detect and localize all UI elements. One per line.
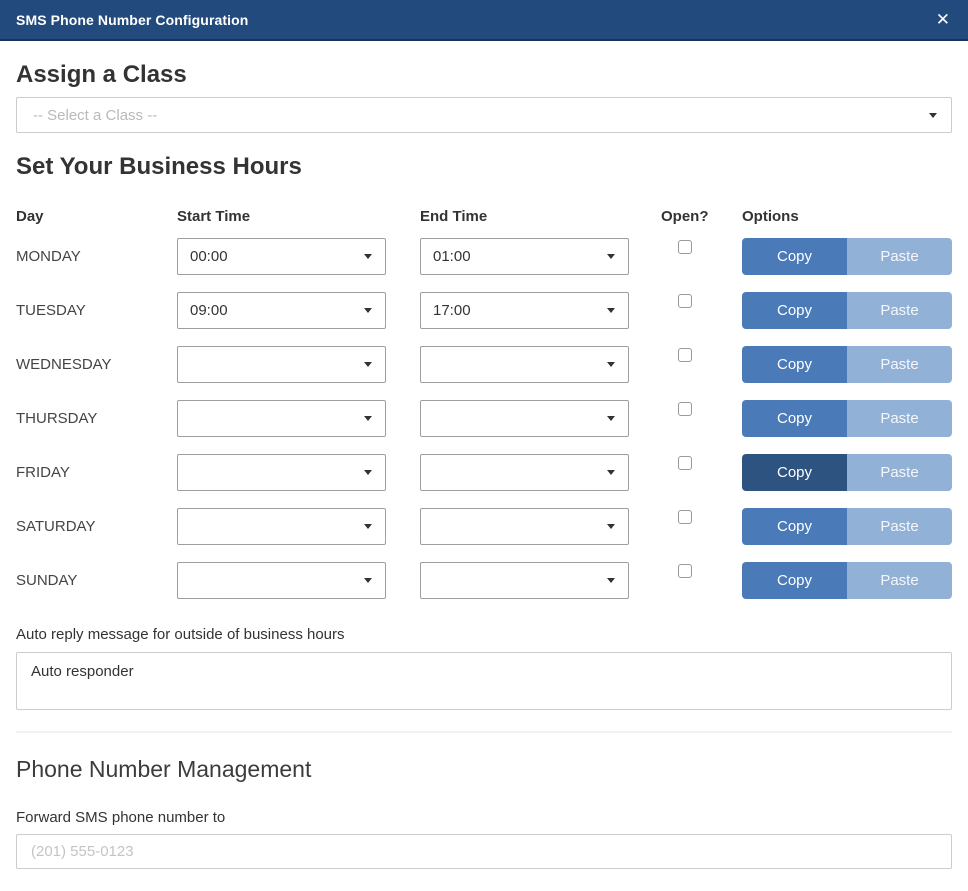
class-select[interactable]: -- Select a Class -- bbox=[16, 97, 952, 133]
day-label: WEDNESDAY bbox=[16, 356, 112, 373]
close-icon[interactable]: ✕ bbox=[935, 10, 950, 29]
day-label: FRIDAY bbox=[16, 464, 70, 481]
copy-paste-group: Copy Paste bbox=[742, 508, 952, 545]
start-time-value: 09:00 bbox=[190, 302, 228, 319]
copy-button[interactable]: Copy bbox=[742, 292, 847, 329]
auto-reply-label: Auto reply message for outside of busine… bbox=[16, 626, 345, 643]
end-time-select[interactable] bbox=[420, 508, 629, 545]
open-checkbox[interactable] bbox=[678, 348, 692, 362]
open-checkbox[interactable] bbox=[678, 564, 692, 578]
start-time-select[interactable] bbox=[177, 562, 386, 599]
forward-sms-label: Forward SMS phone number to bbox=[16, 809, 226, 826]
day-label: THURSDAY bbox=[16, 410, 98, 427]
paste-button[interactable]: Paste bbox=[847, 346, 952, 383]
paste-button[interactable]: Paste bbox=[847, 454, 952, 491]
column-header-end: End Time bbox=[420, 208, 488, 225]
table-row: THURSDAY Copy Paste bbox=[16, 400, 952, 454]
open-checkbox[interactable] bbox=[678, 456, 692, 470]
chevron-down-icon bbox=[607, 578, 615, 583]
assign-class-heading: Assign a Class bbox=[16, 61, 187, 88]
copy-paste-group: Copy Paste bbox=[742, 346, 952, 383]
copy-button[interactable]: Copy bbox=[742, 346, 847, 383]
table-row: FRIDAY Copy Paste bbox=[16, 454, 952, 508]
paste-button[interactable]: Paste bbox=[847, 400, 952, 437]
open-checkbox[interactable] bbox=[678, 402, 692, 416]
section-divider bbox=[16, 731, 952, 733]
chevron-down-icon bbox=[607, 524, 615, 529]
chevron-down-icon bbox=[364, 362, 372, 367]
column-header-open: Open? bbox=[661, 208, 709, 225]
business-hours-heading: Set Your Business Hours bbox=[16, 153, 302, 180]
start-time-select[interactable]: 00:00 bbox=[177, 238, 386, 275]
paste-button[interactable]: Paste bbox=[847, 292, 952, 329]
end-time-value: 17:00 bbox=[433, 302, 471, 319]
chevron-down-icon bbox=[607, 308, 615, 313]
business-hours-table: Day Start Time End Time Open? Options MO… bbox=[16, 208, 952, 616]
end-time-select[interactable]: 17:00 bbox=[420, 292, 629, 329]
copy-paste-group: Copy Paste bbox=[742, 454, 952, 491]
start-time-select[interactable] bbox=[177, 346, 386, 383]
open-checkbox[interactable] bbox=[678, 240, 692, 254]
copy-button[interactable]: Copy bbox=[742, 454, 847, 491]
phone-management-heading: Phone Number Management bbox=[16, 756, 312, 782]
start-time-select[interactable]: 09:00 bbox=[177, 292, 386, 329]
chevron-down-icon bbox=[364, 524, 372, 529]
copy-paste-group: Copy Paste bbox=[742, 292, 952, 329]
chevron-down-icon bbox=[607, 470, 615, 475]
chevron-down-icon bbox=[607, 362, 615, 367]
end-time-select[interactable] bbox=[420, 400, 629, 437]
paste-button[interactable]: Paste bbox=[847, 562, 952, 599]
chevron-down-icon bbox=[364, 416, 372, 421]
chevron-down-icon bbox=[364, 254, 372, 259]
open-checkbox[interactable] bbox=[678, 294, 692, 308]
day-label: SUNDAY bbox=[16, 572, 78, 589]
business-hours-rows: MONDAY 00:00 01:00 Copy Paste TUESDAY 09… bbox=[16, 238, 952, 616]
day-label: SATURDAY bbox=[16, 518, 96, 535]
table-row: SUNDAY Copy Paste bbox=[16, 562, 952, 616]
end-time-select[interactable]: 01:00 bbox=[420, 238, 629, 275]
end-time-value: 01:00 bbox=[433, 248, 471, 265]
modal-body: Assign a Class -- Select a Class -- Set … bbox=[0, 60, 968, 869]
end-time-select[interactable] bbox=[420, 562, 629, 599]
open-checkbox[interactable] bbox=[678, 510, 692, 524]
end-time-select[interactable] bbox=[420, 346, 629, 383]
chevron-down-icon bbox=[607, 416, 615, 421]
modal-title: SMS Phone Number Configuration bbox=[16, 11, 249, 28]
class-select-placeholder: -- Select a Class -- bbox=[33, 106, 158, 124]
start-time-value: 00:00 bbox=[190, 248, 228, 265]
column-header-options: Options bbox=[742, 208, 799, 225]
copy-paste-group: Copy Paste bbox=[742, 238, 952, 275]
day-label: TUESDAY bbox=[16, 302, 86, 319]
column-header-day: Day bbox=[16, 208, 44, 225]
forward-sms-input[interactable] bbox=[16, 834, 952, 869]
modal-header: SMS Phone Number Configuration ✕ bbox=[0, 0, 968, 41]
start-time-select[interactable] bbox=[177, 508, 386, 545]
copy-paste-group: Copy Paste bbox=[742, 562, 952, 599]
copy-button[interactable]: Copy bbox=[742, 562, 847, 599]
end-time-select[interactable] bbox=[420, 454, 629, 491]
column-header-start: Start Time bbox=[177, 208, 251, 225]
copy-button[interactable]: Copy bbox=[742, 508, 847, 545]
copy-button[interactable]: Copy bbox=[742, 400, 847, 437]
paste-button[interactable]: Paste bbox=[847, 508, 952, 545]
chevron-down-icon bbox=[364, 578, 372, 583]
chevron-down-icon bbox=[364, 470, 372, 475]
chevron-down-icon bbox=[364, 308, 372, 313]
table-row: SATURDAY Copy Paste bbox=[16, 508, 952, 562]
table-row: TUESDAY 09:00 17:00 Copy Paste bbox=[16, 292, 952, 346]
chevron-down-icon bbox=[607, 254, 615, 259]
table-row: WEDNESDAY Copy Paste bbox=[16, 346, 952, 400]
table-row: MONDAY 00:00 01:00 Copy Paste bbox=[16, 238, 952, 292]
copy-paste-group: Copy Paste bbox=[742, 400, 952, 437]
auto-reply-textarea[interactable]: Auto responder bbox=[16, 652, 952, 710]
copy-button[interactable]: Copy bbox=[742, 238, 847, 275]
start-time-select[interactable] bbox=[177, 454, 386, 491]
start-time-select[interactable] bbox=[177, 400, 386, 437]
chevron-down-icon bbox=[929, 112, 937, 118]
paste-button[interactable]: Paste bbox=[847, 238, 952, 275]
day-label: MONDAY bbox=[16, 248, 81, 265]
business-hours-header-row: Day Start Time End Time Open? Options bbox=[16, 208, 952, 226]
